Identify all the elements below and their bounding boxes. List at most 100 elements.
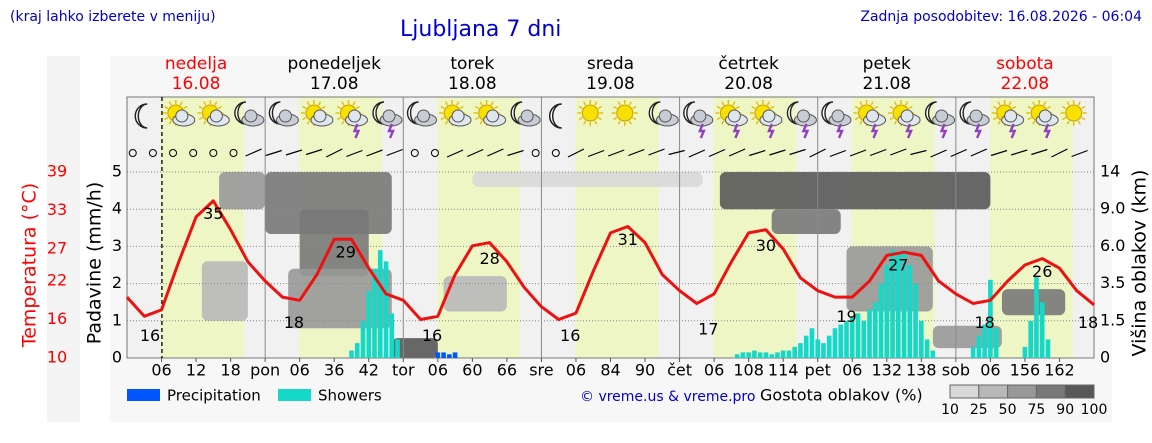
sun-ray: [632, 105, 637, 110]
day-name: sobota: [996, 54, 1054, 74]
wind-barb: [970, 148, 988, 157]
menu-note: (kraj lahko izberete v meniju): [10, 9, 216, 25]
wind-barb: [446, 149, 464, 158]
sun-ray: [997, 120, 1001, 125]
precip-bar: [769, 354, 774, 358]
precip-bar: [798, 343, 803, 358]
sun-ray: [302, 116, 307, 121]
wind-calm: [189, 149, 198, 157]
lightning-icon: [974, 123, 982, 139]
sun-ray: [302, 105, 307, 110]
lightning-icon: [767, 123, 775, 139]
sun-ray: [1027, 116, 1032, 121]
precip-bar: [740, 352, 746, 358]
y-tick-label: 2: [112, 273, 122, 292]
sun-ray: [870, 101, 874, 106]
sun-ray: [893, 120, 898, 125]
density-tick: 90: [1056, 402, 1074, 418]
wind-barb: [608, 149, 625, 157]
sun-ray: [594, 120, 598, 125]
wind-barb: [245, 148, 262, 157]
sun-ray: [1043, 101, 1047, 106]
wind-barb: [507, 149, 524, 157]
precip-bar: [1045, 339, 1051, 358]
sun-ray: [893, 101, 898, 106]
precip-bar: [809, 328, 815, 358]
x-tick-label: 06: [704, 361, 724, 380]
sun-icon: [616, 104, 634, 122]
x-tick-label: 06: [980, 361, 1000, 380]
day-date: 17.08: [310, 74, 359, 94]
left-strip: [47, 56, 80, 422]
daylight-band: [575, 97, 659, 358]
precip-bar: [970, 346, 976, 358]
precip-bar: [775, 352, 780, 358]
wind-barb: [366, 149, 383, 157]
x-tick-label: 132: [872, 361, 903, 380]
precip-bar: [1034, 276, 1039, 358]
wind-barb: [708, 148, 726, 158]
sun-ray: [494, 105, 499, 110]
wind-calm: [430, 149, 439, 157]
precip-bar: [826, 335, 832, 358]
daylight-band: [989, 97, 1073, 358]
y2-tick-label: 1.5: [1100, 310, 1125, 329]
precip-bar: [447, 354, 452, 358]
sun-ray: [617, 120, 621, 125]
temp-label: 26: [1032, 262, 1052, 281]
sun-ray: [755, 101, 760, 106]
x-tick-label: pon: [250, 361, 280, 380]
sun-ray: [1081, 105, 1086, 110]
sun-ray: [617, 101, 621, 106]
credit: © vreme.us & vreme.pro: [580, 389, 755, 405]
cloud-layer: [299, 209, 369, 277]
precip-bar: [872, 302, 878, 358]
sun-ray: [1062, 116, 1067, 121]
sun-ray: [440, 105, 445, 110]
sun-ray: [321, 105, 326, 110]
wind-barb: [910, 149, 927, 156]
cloud-icon: [278, 109, 292, 123]
sun-ray: [455, 101, 460, 106]
precip-bar: [786, 350, 792, 358]
sun-ray: [716, 116, 721, 121]
wind-calm: [229, 149, 238, 157]
sun-ray: [854, 116, 860, 121]
x-tick-label: 66: [497, 361, 517, 380]
x-tick-label: 06: [566, 361, 586, 380]
sun-ray: [341, 120, 345, 125]
x-tick-label: 138: [906, 361, 937, 380]
density-tick: 10: [941, 402, 959, 418]
cloud-layer: [443, 276, 507, 312]
temp-tick-label: 16: [47, 309, 67, 328]
sun-ray: [873, 105, 879, 110]
temp-label: 35: [203, 204, 223, 223]
y-tick-label: 5: [112, 162, 122, 181]
wind-barb: [466, 148, 484, 158]
sun-ray: [168, 101, 172, 106]
sun-icon: [1065, 104, 1083, 122]
x-tick-label: 12: [186, 361, 206, 380]
lightning-icon: [801, 123, 810, 139]
precip-bar: [360, 320, 366, 358]
x-tick-label: 36: [324, 361, 344, 380]
day-name: ponedeljek: [287, 54, 381, 74]
temperature-line: [125, 199, 1095, 321]
sun-ray: [993, 105, 998, 110]
wind-barb: [305, 148, 323, 156]
sun-ray: [854, 105, 860, 110]
precip-bar: [895, 253, 901, 358]
wind-calm: [128, 149, 137, 157]
sun-ray: [459, 105, 464, 110]
wind-barb: [285, 149, 303, 156]
legend-label: Showers: [318, 387, 382, 405]
sun-ray: [628, 101, 632, 106]
sun-ray: [993, 116, 998, 121]
precip-bar: [884, 265, 890, 358]
lightning-icon: [1043, 123, 1052, 139]
precip-bar: [792, 346, 797, 358]
sun-ray: [755, 120, 760, 125]
precip-bar: [1022, 346, 1028, 358]
sun-ray: [732, 101, 736, 106]
